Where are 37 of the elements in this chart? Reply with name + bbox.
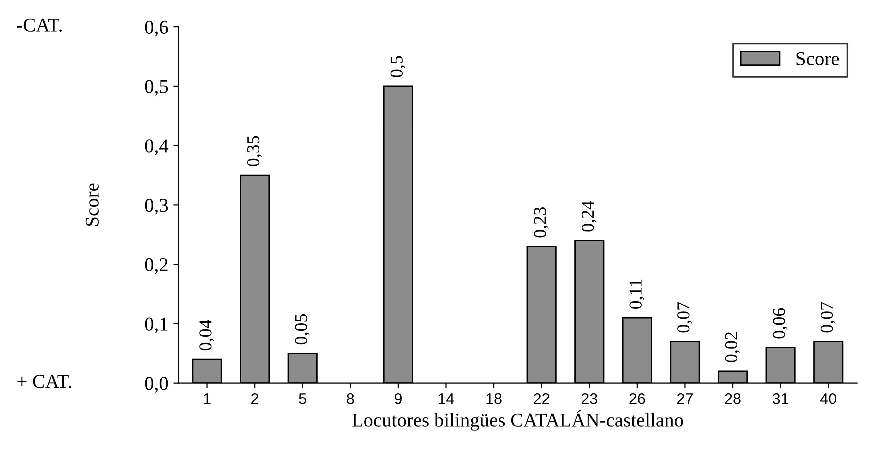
x-axis-title: Locutores bilingües CATALÁN-castellano — [352, 410, 684, 431]
text: -CAT. — [17, 18, 62, 32]
x-tick-label: 9 — [394, 393, 402, 404]
x-tick-label: 5 — [299, 394, 306, 404]
x-tick-label: 18 — [486, 393, 502, 404]
x-tick-label: 2 — [252, 393, 259, 404]
x-tick-label: 8 — [347, 393, 354, 404]
x-tick-label: 28 — [725, 393, 741, 404]
y-tick-label: 0,0 — [145, 377, 168, 394]
y-tick-label: 0,1 — [145, 318, 168, 334]
x-tick-label: 26 — [630, 393, 646, 404]
y-tick-label: 0,2 — [145, 258, 168, 274]
data-label: 0,24 — [582, 201, 597, 232]
data-label: 0,5 — [390, 56, 406, 78]
data-label: 0,07 — [678, 302, 692, 333]
x-tick-label: 22 — [534, 393, 550, 404]
data-label: 0,11 — [630, 280, 645, 310]
y-tick-label: 0,4 — [145, 140, 169, 156]
legend-label: Score — [796, 52, 840, 66]
data-label: 0,05 — [295, 314, 310, 345]
x-tick-label: 14 — [438, 394, 454, 404]
data-label: 0,35 — [247, 136, 262, 166]
y-axis-title: Score — [86, 184, 99, 226]
y-tick-label: 0,5 — [145, 80, 168, 96]
x-tick-label: 23 — [582, 393, 598, 404]
x-tick-label: 31 — [772, 393, 789, 404]
data-label: 0,07 — [820, 302, 836, 333]
data-label: 0,06 — [773, 308, 788, 339]
y-tick-label: 0,3 — [145, 199, 168, 215]
x-tick-label: 27 — [677, 393, 693, 404]
x-tick-label: 1 — [204, 394, 211, 404]
data-label: 0,04 — [200, 320, 214, 351]
y-tick-label: 0,6 — [145, 20, 168, 37]
x-tick-label: 40 — [820, 393, 837, 404]
data-label: 0,23 — [534, 208, 549, 238]
data-label: 0,02 — [725, 332, 740, 362]
text: + CAT. — [18, 375, 72, 388]
